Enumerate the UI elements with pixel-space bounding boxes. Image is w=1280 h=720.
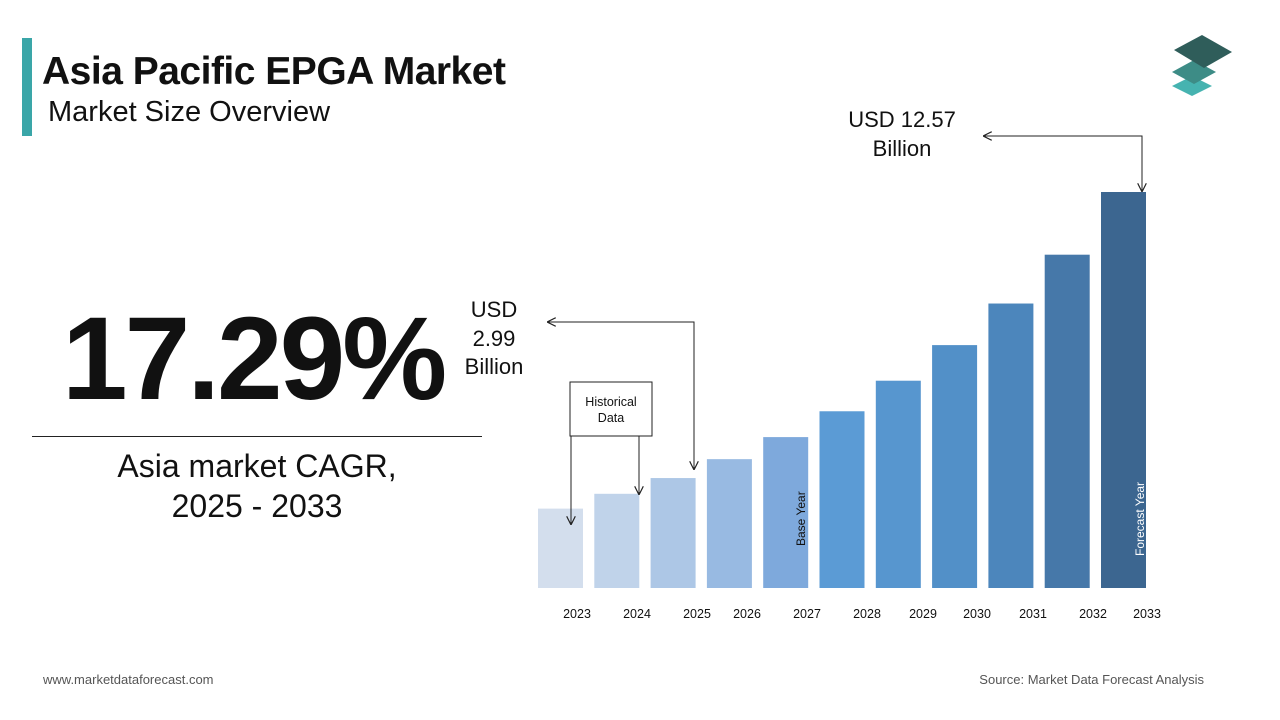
page-title: Asia Pacific EPGA Market xyxy=(42,50,506,93)
bar-2028 xyxy=(819,411,865,588)
bar-2027 xyxy=(763,437,809,588)
start-value-arrow xyxy=(548,322,694,469)
start-value-line1: USD xyxy=(471,297,517,322)
logo-layer-bottom xyxy=(1172,76,1212,96)
cagr-label-line1: Asia market CAGR, xyxy=(117,448,397,484)
x-tick-2033: 2033 xyxy=(1133,607,1161,621)
cagr-divider xyxy=(32,436,482,437)
x-tick-2030: 2030 xyxy=(963,607,991,621)
x-tick-2029: 2029 xyxy=(909,607,937,621)
bar-2025 xyxy=(650,478,696,588)
end-value-line2: Billion xyxy=(873,136,932,161)
start-value-line3: Billion xyxy=(465,354,524,379)
historical-data-box xyxy=(569,381,653,437)
historical-data-line2: Data xyxy=(598,411,624,425)
bar-2029 xyxy=(875,380,921,588)
cagr-label-line2: 2025 - 2033 xyxy=(171,488,343,524)
footer-website: www.marketdataforecast.com xyxy=(43,672,214,687)
start-value-annotation: USD 2.99 Billion xyxy=(465,297,694,469)
page-subtitle: Market Size Overview xyxy=(48,96,331,128)
x-tick-2031: 2031 xyxy=(1019,607,1047,621)
bar-2031 xyxy=(988,303,1034,588)
footer-source: Source: Market Data Forecast Analysis xyxy=(979,672,1204,687)
bar-2032 xyxy=(1044,254,1090,588)
end-value-annotation: USD 12.57 Billion xyxy=(848,107,1142,191)
bar-2030 xyxy=(932,345,978,588)
x-tick-2027: 2027 xyxy=(793,607,821,621)
bar-2033 xyxy=(1101,192,1146,588)
cagr-value: 17.29% xyxy=(62,293,447,425)
x-tick-2025: 2025 xyxy=(683,607,711,621)
end-value-arrow xyxy=(984,136,1142,191)
title-accent-bar xyxy=(22,38,32,136)
base-year-label: Base Year xyxy=(794,491,808,546)
cagr-label: Asia market CAGR, 2025 - 2033 xyxy=(32,446,482,526)
historical-data-line1: Historical xyxy=(585,395,636,409)
x-tick-2026: 2026 xyxy=(733,607,761,621)
forecast-year-label: Forecast Year xyxy=(1133,482,1147,556)
x-tick-2024: 2024 xyxy=(623,607,651,621)
bar-2023 xyxy=(538,508,583,588)
layers-logo-icon xyxy=(1172,35,1232,96)
x-tick-2032: 2032 xyxy=(1079,607,1107,621)
bar-2026 xyxy=(706,459,752,588)
x-tick-2028: 2028 xyxy=(853,607,881,621)
x-tick-2023: 2023 xyxy=(563,607,591,621)
logo-layer-top xyxy=(1174,35,1232,68)
end-value-line1: USD 12.57 xyxy=(848,107,956,132)
bar-2024 xyxy=(594,493,640,588)
start-value-line2: 2.99 xyxy=(473,326,516,351)
historical-data-annotation: Historical Data xyxy=(569,381,653,524)
